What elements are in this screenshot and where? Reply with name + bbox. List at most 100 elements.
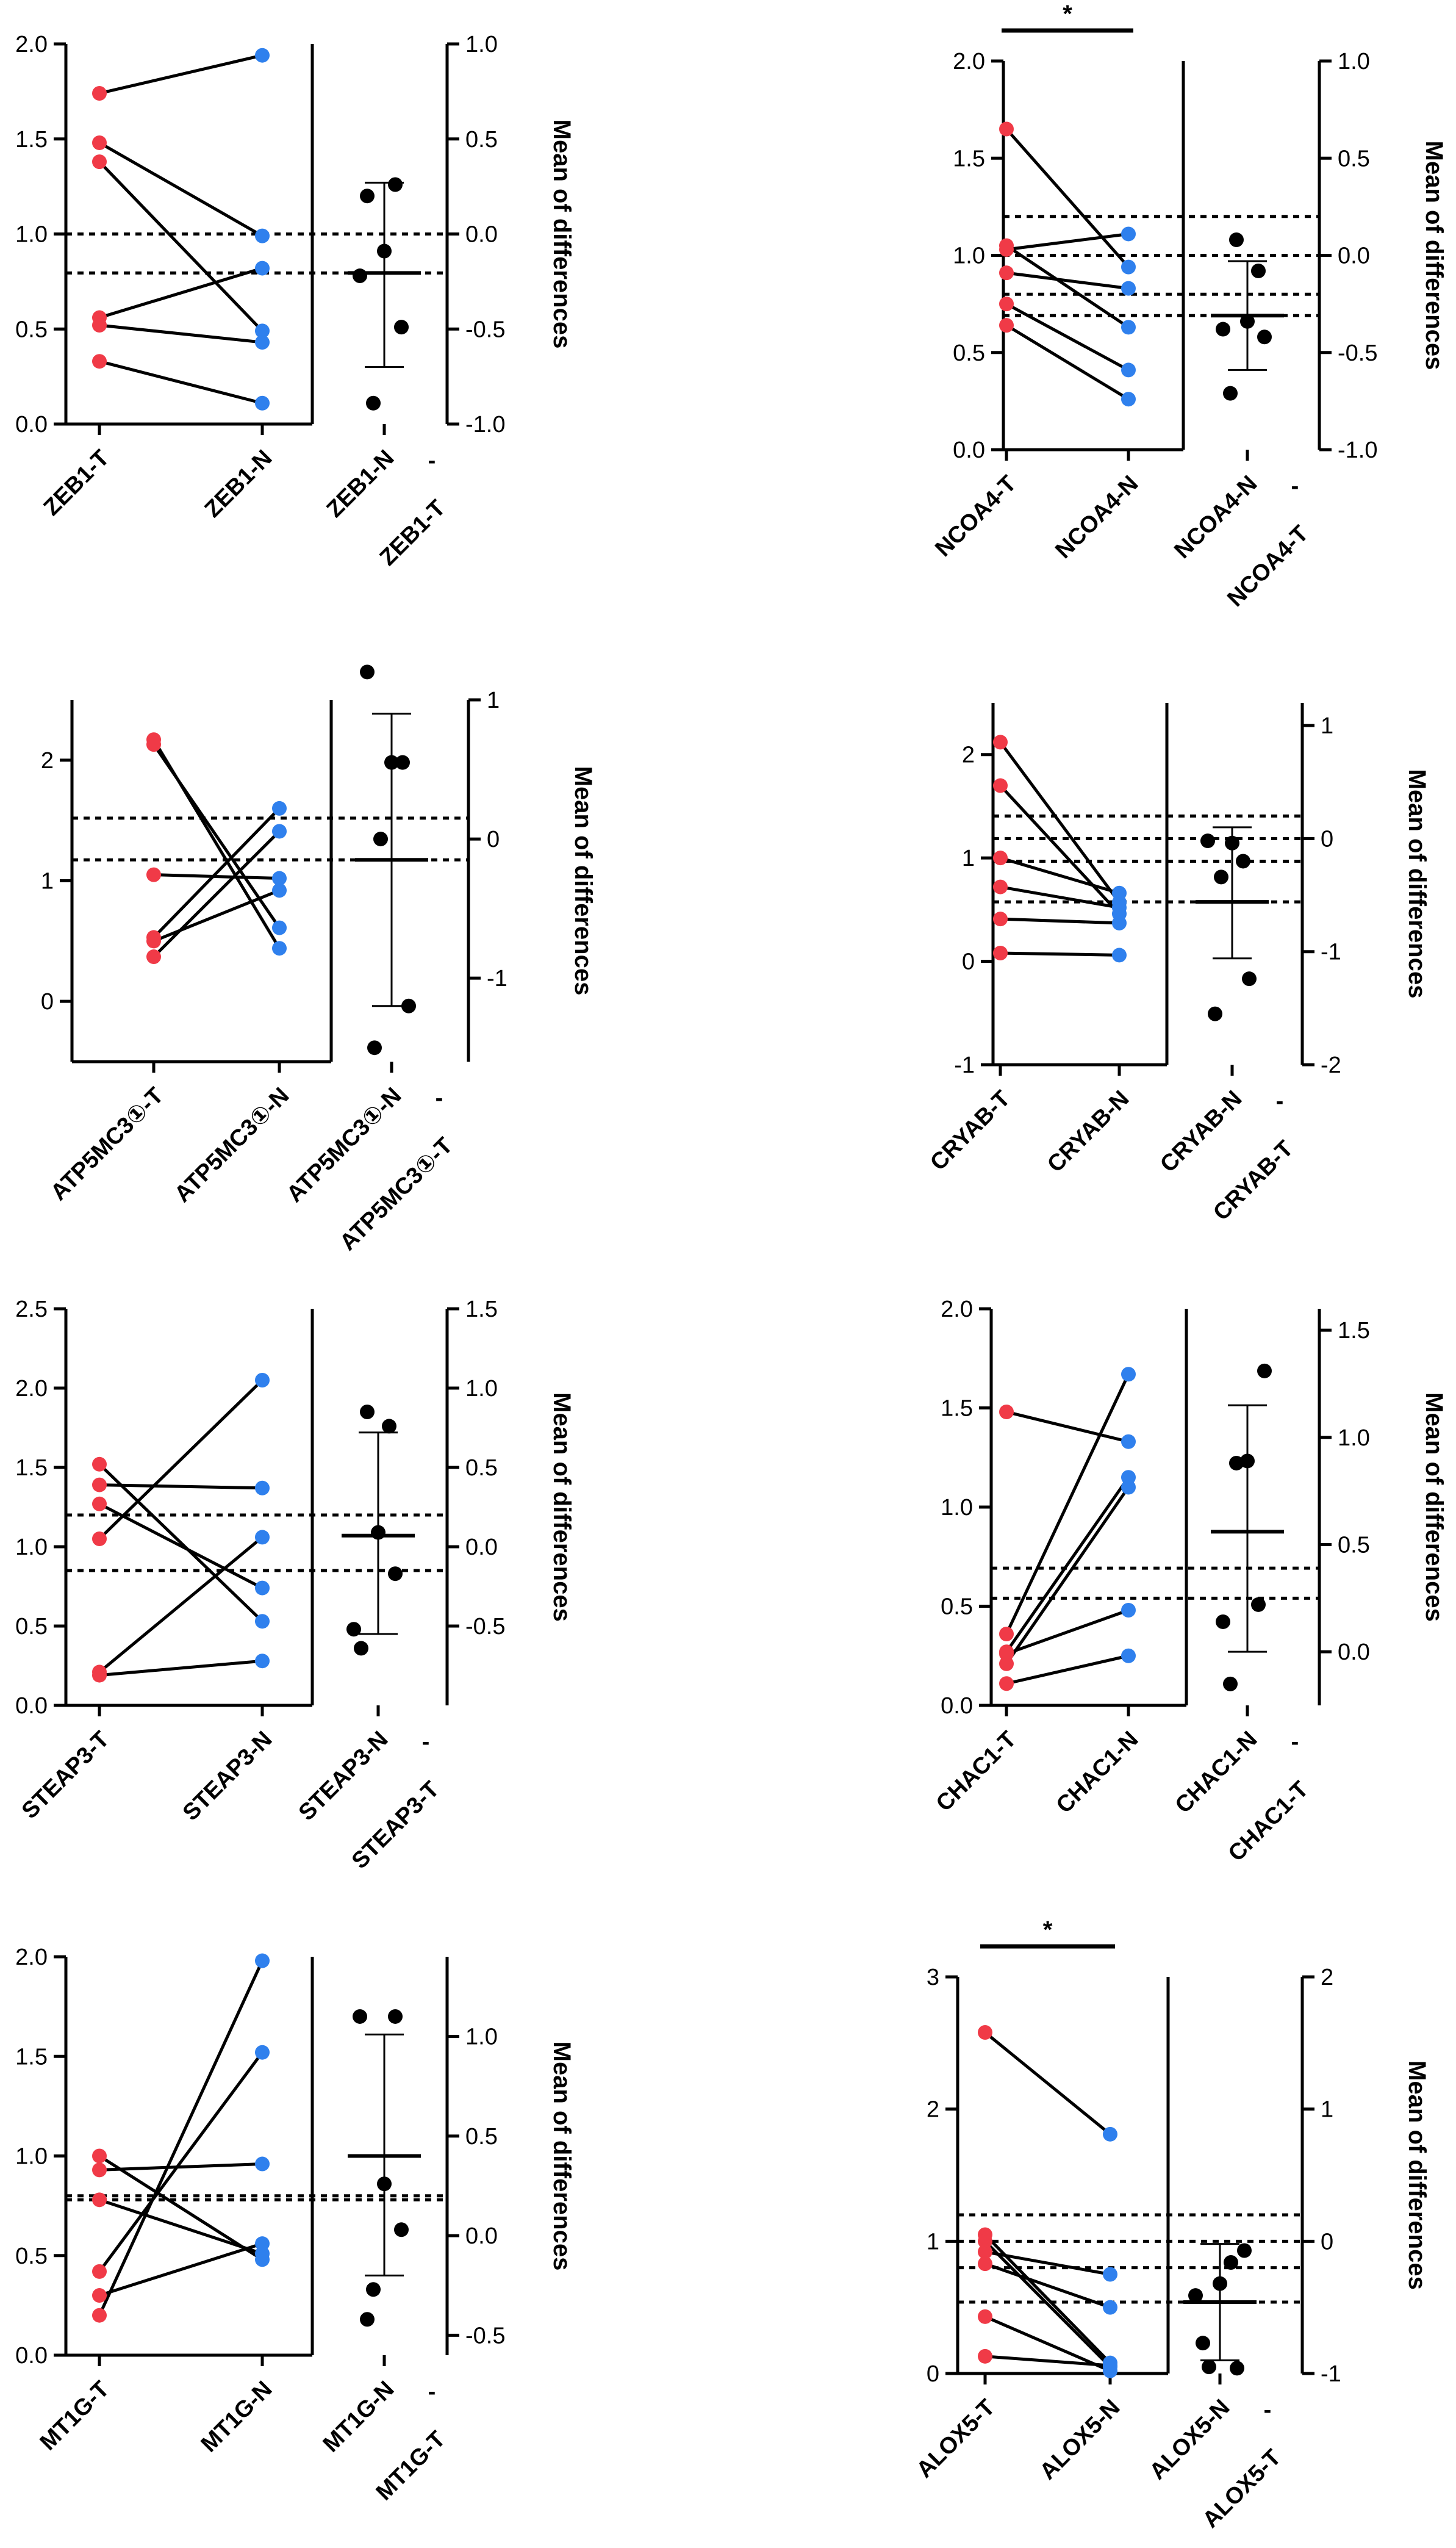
- right-tick-label: 0.0: [465, 222, 498, 248]
- x-label-tumor: MT1G-T: [35, 2377, 115, 2456]
- right-tick-label: 0: [487, 827, 500, 852]
- right-tick-label: 1.5: [1338, 1318, 1370, 1344]
- tumor-point: [146, 867, 161, 882]
- pair-line: [152, 743, 281, 929]
- left-tick-label: 2.0: [953, 49, 985, 74]
- pair-line: [1006, 271, 1129, 290]
- x-label-diff-top: ALOX5-N: [1145, 2395, 1235, 2485]
- difference-point: [1202, 2359, 1216, 2375]
- tumor-point: [146, 934, 161, 949]
- pair-line: [98, 2154, 264, 2261]
- tumor-point: [92, 85, 107, 101]
- tumor-point: [978, 2234, 992, 2249]
- right-tick-label: 1: [1321, 713, 1333, 739]
- right-tick-label: -1.0: [465, 412, 505, 437]
- difference-point: [360, 2312, 375, 2327]
- left-tick-label: 1.5: [15, 127, 48, 153]
- difference-point: [1257, 329, 1272, 345]
- pair-line: [984, 2315, 1111, 2372]
- x-label-diff-minus: -: [1276, 1089, 1284, 1114]
- right-tick-label: 0.5: [1338, 146, 1370, 171]
- difference-point: [1223, 1676, 1238, 1691]
- pair-line: [999, 741, 1121, 904]
- right-tick-label: -1: [1321, 940, 1341, 965]
- normal-point: [255, 48, 270, 63]
- x-label-diff-minus: -: [428, 2379, 436, 2405]
- left-tick-label: 1.5: [15, 1455, 48, 1481]
- tumor-point: [92, 2288, 107, 2303]
- difference-point: [1208, 1006, 1222, 1021]
- normal-point: [1121, 392, 1136, 407]
- tumor-point: [999, 265, 1014, 281]
- pair-line: [984, 2355, 1111, 2367]
- left-tick-label: 1.0: [953, 243, 985, 269]
- tumor-point: [993, 851, 1008, 866]
- normal-point: [255, 261, 270, 276]
- pair-line: [99, 54, 263, 95]
- right-axis-title: Mean of differences: [1404, 2060, 1430, 2290]
- tumor-point: [999, 318, 1014, 333]
- right-tick-label: -0.5: [465, 1614, 505, 1639]
- normal-point: [255, 1953, 270, 1968]
- difference-point: [346, 1622, 361, 1637]
- left-tick-label: 1.0: [15, 222, 48, 248]
- normal-point: [255, 335, 270, 350]
- x-label-normal: ATP5MC3①-N: [170, 1083, 294, 1207]
- right-tick-label: 1.0: [465, 2024, 498, 2050]
- left-tick-label: 2.0: [15, 32, 48, 57]
- x-label-diff-bottom: ALOX5-T: [1198, 2445, 1286, 2533]
- tumor-point: [146, 737, 161, 752]
- pair-line: [1000, 917, 1120, 925]
- tumor-point: [978, 2244, 992, 2259]
- tumor-point: [978, 2309, 992, 2324]
- panel-ncoa4: 0.0 0.5 1.0 1.5 2.0 -1.0 -0.5 0.0 0.5 1.0 Mean of …: [930, 1, 1447, 612]
- x-label-tumor: ALOX5-T: [912, 2395, 1000, 2483]
- difference-point: [1188, 2288, 1203, 2303]
- difference-point: [373, 832, 388, 847]
- left-tick-label: 2.5: [15, 1297, 48, 1322]
- left-tick-label: 0.5: [15, 2244, 48, 2269]
- pair-line: [1005, 244, 1130, 329]
- x-label-normal: MT1G-N: [196, 2377, 278, 2458]
- right-tick-label: 0: [1321, 2229, 1333, 2255]
- normal-point: [272, 883, 287, 898]
- pair-line: [98, 160, 264, 333]
- right-tick-label: 1.0: [1338, 1425, 1370, 1451]
- tumor-point: [92, 1668, 107, 1683]
- difference-point: [353, 2009, 367, 2024]
- right-tick-label: 0: [1321, 826, 1333, 852]
- right-tick-label: 0.5: [1338, 1532, 1370, 1558]
- panel-zeb1: 0.0 0.5 1.0 1.5 2.0 -1.0 -0.5 0.0 0.5 1.0 Mean of …: [15, 32, 575, 570]
- left-tick-label: 1.0: [15, 2144, 48, 2170]
- pair-line: [98, 141, 264, 237]
- left-tick-label: 1.0: [941, 1495, 973, 1521]
- right-tick-label: 0.5: [465, 127, 498, 153]
- left-tick-label: 1.0: [15, 1535, 48, 1560]
- pair-line: [1005, 324, 1130, 401]
- tumor-point: [92, 135, 107, 150]
- right-tick-label: -1: [487, 966, 507, 991]
- pair-line: [99, 1659, 263, 1677]
- pair-line: [152, 807, 281, 939]
- difference-point: [367, 1040, 382, 1056]
- left-tick-label: 0.0: [15, 1693, 48, 1719]
- x-label-diff-top: NCOA4-N: [1169, 471, 1262, 564]
- normal-point: [1112, 885, 1127, 901]
- difference-point: [1242, 971, 1257, 987]
- tumor-point: [999, 121, 1014, 137]
- x-label-normal: STEAP3-N: [178, 1727, 278, 1826]
- normal-point: [272, 801, 287, 816]
- difference-point: [1223, 386, 1238, 401]
- normal-point: [1121, 1367, 1136, 1382]
- x-label-diff-minus: -: [1291, 473, 1299, 499]
- normal-point: [255, 1580, 270, 1596]
- tumor-point: [999, 1405, 1014, 1419]
- pair-line: [1005, 1486, 1130, 1665]
- pair-line: [98, 2051, 264, 2273]
- pair-line: [99, 2198, 263, 2255]
- pair-line: [99, 1483, 263, 1490]
- right-axis-title: Mean of differences: [1421, 141, 1447, 370]
